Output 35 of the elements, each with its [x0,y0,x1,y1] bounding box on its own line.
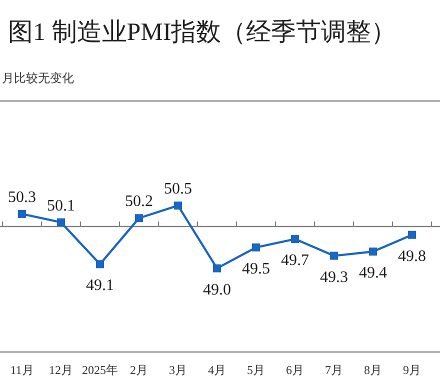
point [369,248,377,256]
data-label: 49.7 [281,252,309,270]
point [330,252,338,260]
text: 月比较无变化 [2,71,74,85]
x-tick-label: 3月 [169,363,187,377]
x-tick-label: 7月 [325,363,343,377]
data-label: 50.5 [164,180,192,198]
point [291,235,299,244]
x-tick-label: 5月 [247,363,265,377]
x-tick-label: 2025年 [82,363,118,377]
x-tick-label: 12月 [49,363,73,377]
point [174,202,182,210]
x-tick-label: 11月 [10,363,34,377]
data-label: 50.1 [47,197,75,214]
point [252,243,260,252]
point [408,230,416,239]
data-label: 49.3 [320,268,348,286]
data-label: 49.8 [398,248,426,265]
x-tick-label: 4月 [208,363,226,377]
x-tick-label: 8月 [364,363,382,377]
chart-title: 图1 制造业PMI指数（经季节调整） [8,19,396,46]
point [213,264,221,272]
x-tick-label: 6月 [286,363,304,377]
point [135,214,143,222]
data-label: 49.0 [203,281,231,298]
x-tick-label: 2月 [130,363,148,377]
x-tick-label: 9月 [403,363,421,377]
data-label: 50.3 [8,188,36,206]
point [57,218,65,226]
point [18,210,26,218]
point [96,260,104,268]
data-label: 49.1 [86,277,114,294]
data-label: 49.5 [242,260,270,278]
data-label: 49.4 [359,264,387,282]
data-label: 50.2 [125,193,153,210]
